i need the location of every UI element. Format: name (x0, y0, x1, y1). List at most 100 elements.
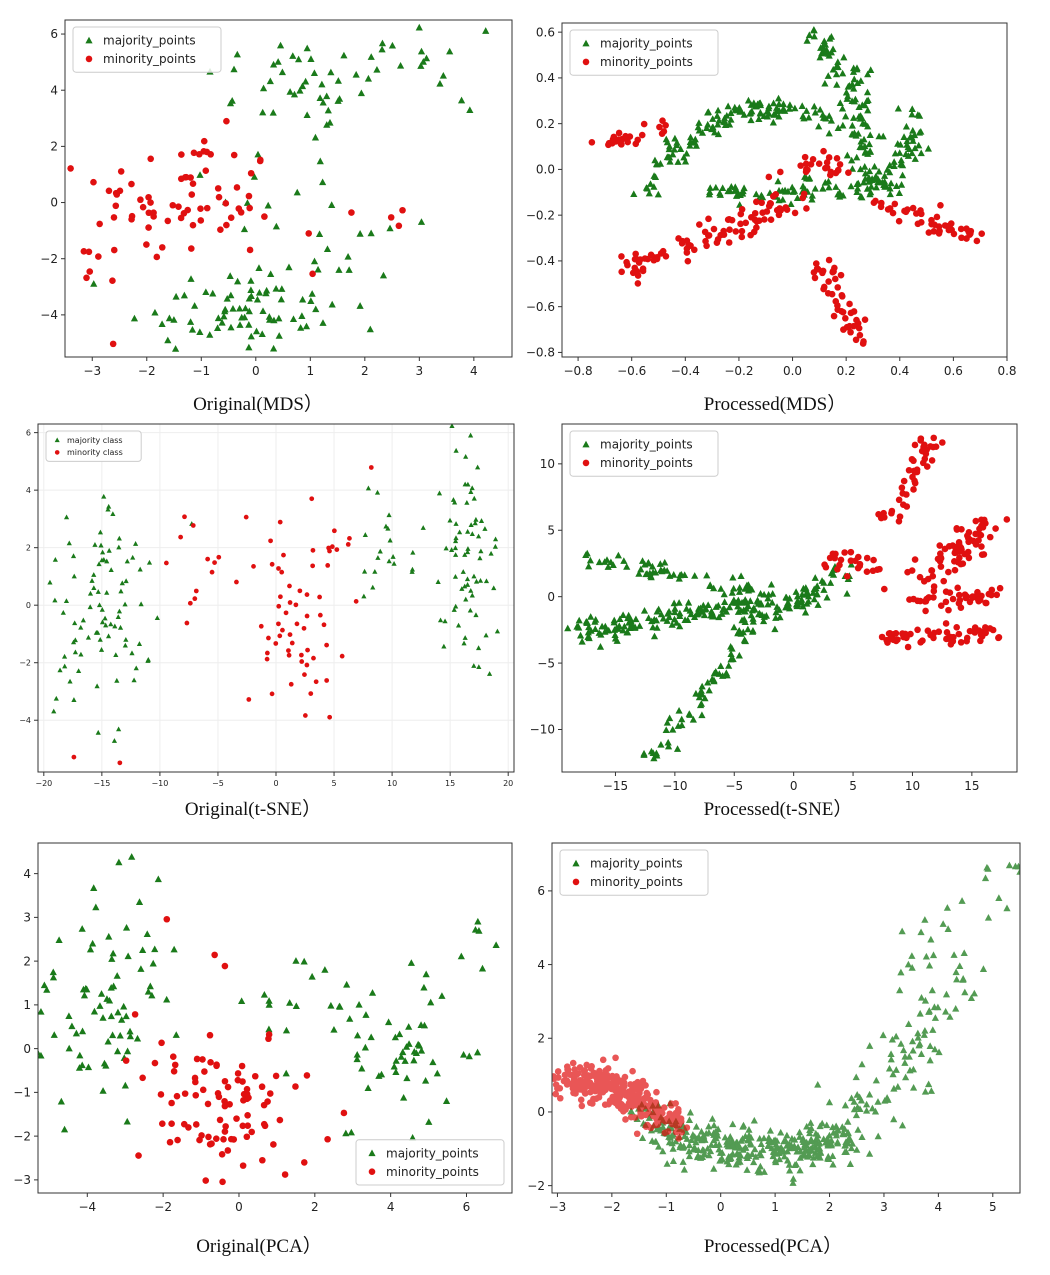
minority-point (580, 1067, 587, 1074)
majority-point (656, 560, 664, 567)
majority-point (272, 285, 280, 292)
majority-point (286, 999, 294, 1006)
minority-point (234, 1076, 242, 1084)
majority-point (909, 1046, 917, 1054)
majority-point (891, 149, 899, 157)
majority-point (786, 101, 794, 108)
majority-point (467, 607, 473, 613)
minority-point (619, 1082, 627, 1090)
minority-point (820, 147, 827, 155)
minority-point (809, 156, 817, 163)
majority-point (706, 581, 714, 589)
majority-point (52, 597, 58, 603)
majority-point (330, 1025, 338, 1033)
majority-point (786, 1166, 794, 1174)
majority-point (740, 111, 748, 118)
minority-point (759, 209, 766, 217)
x-tick-label: 20 (503, 779, 513, 788)
legend-box (355, 1139, 505, 1186)
majority-point (730, 584, 738, 592)
majority-point (218, 318, 226, 326)
majority-point (848, 121, 856, 129)
minority-point (304, 613, 310, 619)
majority-point (392, 1057, 400, 1064)
majority-point (319, 178, 327, 186)
minority-point (329, 544, 335, 550)
majority-point (915, 1041, 923, 1049)
minority-point (916, 573, 924, 581)
points-layer (552, 861, 1020, 1186)
majority-point (853, 153, 861, 161)
majority-point (774, 177, 782, 185)
legend-minority-marker (85, 55, 93, 63)
chart-panel-6: −3 −2 −1 0 1 2 3 4 5−20246majority_pointsminorit… (527, 842, 1021, 1257)
majority-point (180, 291, 188, 299)
minority-point (300, 1159, 308, 1166)
majority-point (734, 608, 743, 615)
majority-point (740, 606, 748, 614)
minority-point (876, 565, 883, 573)
minority-point (589, 1100, 596, 1107)
minority-point (665, 1114, 673, 1121)
majority-point (585, 623, 593, 631)
majority-point (911, 144, 919, 152)
majority-point (172, 292, 180, 300)
minority-point (180, 1120, 188, 1128)
majority-point (864, 70, 872, 78)
x-tick-label: −2 (603, 1200, 621, 1214)
majority-point (732, 1160, 740, 1168)
majority-point (135, 898, 144, 905)
majority-point (809, 1160, 817, 1168)
majority-point (441, 643, 447, 649)
minority-point (910, 486, 917, 493)
majority-point (697, 687, 705, 694)
majority-point (264, 201, 272, 209)
majority-point (114, 1008, 122, 1016)
minority-point (639, 267, 647, 275)
majority-point (803, 600, 811, 607)
minority-point (767, 200, 775, 207)
majority-point (278, 285, 286, 292)
majority-point (775, 106, 783, 114)
minority-point (620, 1103, 628, 1110)
x-tick-label: 6 (463, 1200, 471, 1214)
majority-point (924, 144, 932, 152)
minority-point (641, 255, 649, 262)
majority-point (187, 275, 195, 282)
majority-point (71, 573, 77, 579)
majority-point (433, 1069, 441, 1077)
majority-point (576, 631, 585, 639)
majority-point (451, 607, 457, 612)
minority-point (151, 1059, 159, 1067)
majority-point (681, 157, 690, 165)
majority-point (678, 715, 686, 723)
majority-point (89, 939, 97, 947)
majority-point (63, 514, 70, 520)
minority-point (556, 1094, 564, 1102)
majority-point (727, 655, 735, 663)
majority-point (623, 563, 631, 570)
minority-point (632, 140, 640, 148)
majority-point (815, 122, 823, 130)
majority-point (881, 183, 889, 190)
minority-point (287, 600, 293, 605)
minority-point (324, 642, 329, 648)
majority-point (698, 682, 706, 690)
x-tick-label: −0.8 (564, 364, 593, 378)
majority-point (734, 596, 742, 604)
y-tick-label: 2 (50, 140, 58, 154)
majority-point (732, 186, 741, 194)
majority-point (723, 112, 731, 119)
majority-point (663, 1160, 671, 1167)
minority-point (297, 588, 303, 594)
minority-point (620, 1108, 627, 1115)
y-tick-label: 10 (540, 457, 555, 471)
minority-point (853, 316, 860, 324)
majority-point (604, 563, 612, 570)
majority-point (307, 55, 315, 62)
minority-point (221, 1128, 229, 1135)
majority-point (137, 965, 145, 972)
majority-point (835, 188, 844, 196)
minority-point (922, 607, 929, 615)
minority-point (921, 455, 929, 463)
